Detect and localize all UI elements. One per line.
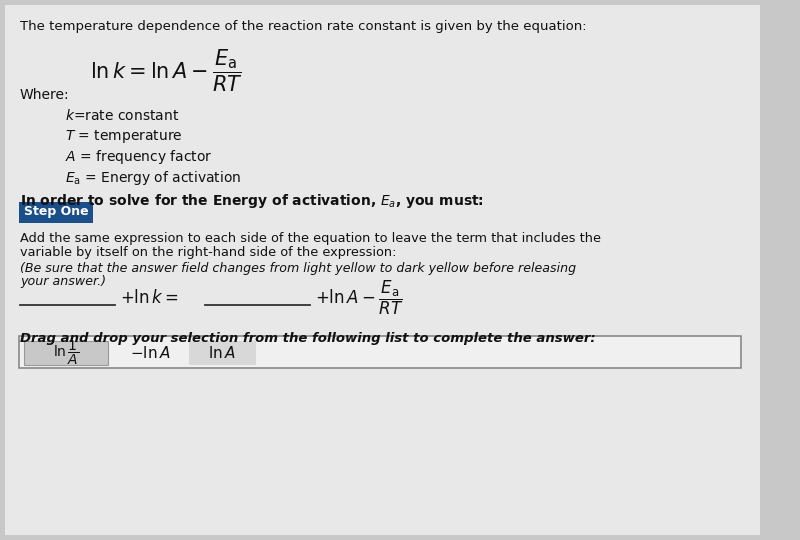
Text: $-\ln A$: $-\ln A$: [130, 345, 170, 361]
Text: $A$ = frequency factor: $A$ = frequency factor: [65, 148, 213, 166]
Text: variable by itself on the right-hand side of the expression:: variable by itself on the right-hand sid…: [20, 246, 397, 259]
Text: $\ln\dfrac{1}{A}$: $\ln\dfrac{1}{A}$: [53, 339, 79, 367]
Text: $T$ = temperature: $T$ = temperature: [65, 128, 182, 145]
FancyBboxPatch shape: [19, 202, 93, 223]
Text: (Be sure that the answer field changes from light yellow to dark yellow before r: (Be sure that the answer field changes f…: [20, 262, 576, 275]
FancyBboxPatch shape: [5, 5, 760, 535]
Text: $k$=rate constant: $k$=rate constant: [65, 108, 179, 123]
Text: Where:: Where:: [20, 88, 70, 102]
Text: $+\ln A - \dfrac{E_{\mathrm{a}}}{RT}$: $+\ln A - \dfrac{E_{\mathrm{a}}}{RT}$: [315, 279, 403, 317]
Text: In order to solve for the Energy of activation, $\mathit{E_a}$, you must:: In order to solve for the Energy of acti…: [20, 192, 484, 210]
Text: Step One: Step One: [24, 206, 89, 219]
FancyBboxPatch shape: [24, 341, 108, 365]
Text: $\ln k = \ln A - \dfrac{E_{\mathrm{a}}}{RT}$: $\ln k = \ln A - \dfrac{E_{\mathrm{a}}}{…: [90, 48, 243, 94]
Text: Add the same expression to each side of the equation to leave the term that incl: Add the same expression to each side of …: [20, 232, 601, 245]
Text: $+\ln k =$: $+\ln k =$: [120, 289, 178, 307]
Text: $\ln A$: $\ln A$: [208, 345, 236, 361]
Text: Drag and drop your selection from the following list to complete the answer:: Drag and drop your selection from the fo…: [20, 332, 596, 345]
Text: your answer.): your answer.): [20, 275, 106, 288]
FancyBboxPatch shape: [189, 341, 256, 365]
Text: The temperature dependence of the reaction rate constant is given by the equatio: The temperature dependence of the reacti…: [20, 20, 586, 33]
FancyBboxPatch shape: [19, 336, 741, 368]
Text: $E_{\mathrm{a}}$ = Energy of activation: $E_{\mathrm{a}}$ = Energy of activation: [65, 169, 241, 187]
